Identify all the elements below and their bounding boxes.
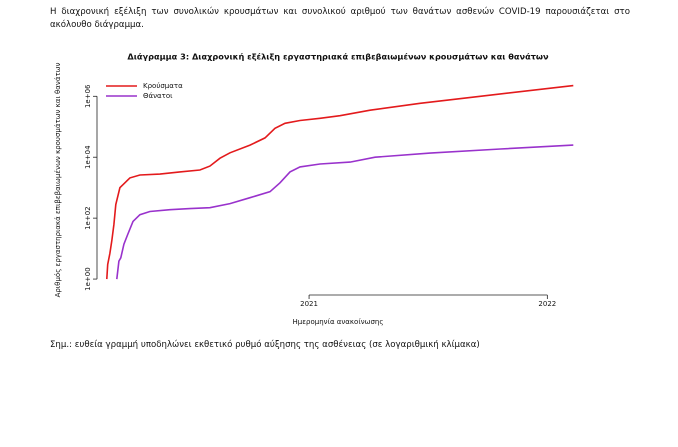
legend-label: Θάνατοι (143, 92, 173, 100)
legend-label: Κρούσματα (143, 82, 183, 90)
x-tick-label: 2021 (300, 300, 318, 308)
chart-title: Διάγραμμα 3: Διαχρονική εξέλιξη εργαστηρ… (127, 52, 549, 62)
y-tick-label: 1e+04 (84, 145, 92, 169)
y-axis-label: Αριθμός εργαστηριακά επιβεβαιωμένων κρου… (54, 62, 62, 297)
line (106, 84, 574, 280)
line (116, 144, 574, 280)
x-axis-label: Ημερομηνία ανακοίνωσης (293, 318, 384, 326)
y-tick-label: 1e+06 (84, 84, 92, 108)
paragraph: Η διαχρονική εξέλιξη των συνολικών κρουσ… (50, 7, 630, 30)
x-tick-label: 2022 (538, 300, 556, 308)
y-tick-label: 1e+02 (84, 206, 92, 230)
note: Σημ.: ευθεία γραμμή υποδηλώνει εκθετικό … (50, 340, 480, 350)
y-tick-label: 1e+00 (84, 267, 92, 291)
